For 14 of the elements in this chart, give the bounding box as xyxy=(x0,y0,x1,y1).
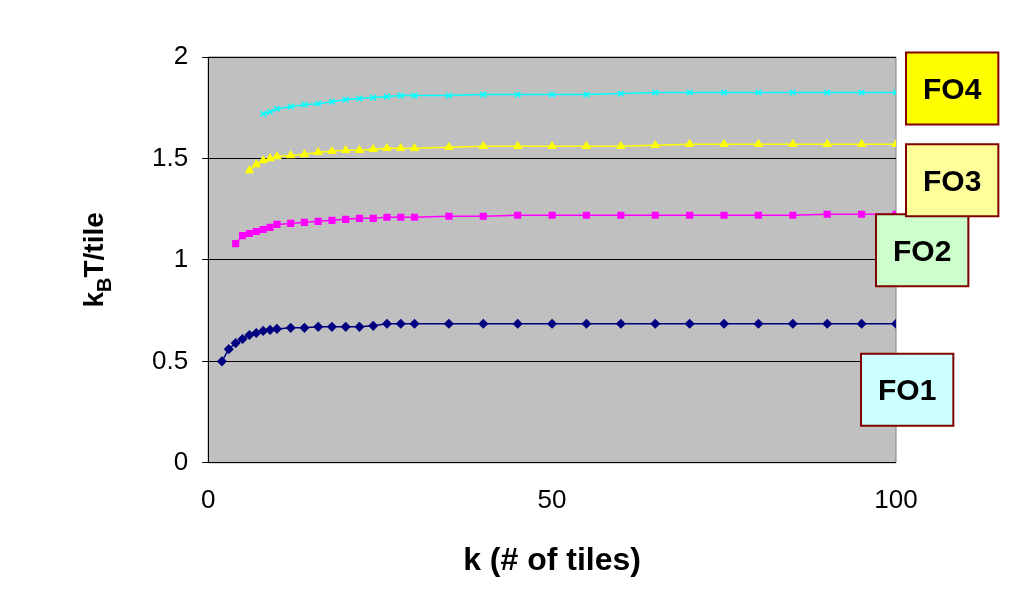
x-tick-label: 0 xyxy=(200,483,216,514)
y-tick-label: 1 xyxy=(173,243,189,274)
x-axis-title: k (# of tiles) xyxy=(463,541,641,577)
series-label: FO4 xyxy=(922,71,982,105)
y-tick-label: 2 xyxy=(173,40,189,71)
x-tick-label: 50 xyxy=(537,483,567,514)
series-label: FO3 xyxy=(922,163,982,197)
x-tick-label: 100 xyxy=(874,483,918,514)
series-label: FO1 xyxy=(877,373,937,407)
y-axis-title: kBT/tile xyxy=(78,212,115,308)
y-tick-label: 1.5 xyxy=(151,141,189,172)
series-label: FO2 xyxy=(892,233,952,267)
y-tick-label: 0.5 xyxy=(151,344,189,375)
y-tick-label: 0 xyxy=(173,445,189,476)
